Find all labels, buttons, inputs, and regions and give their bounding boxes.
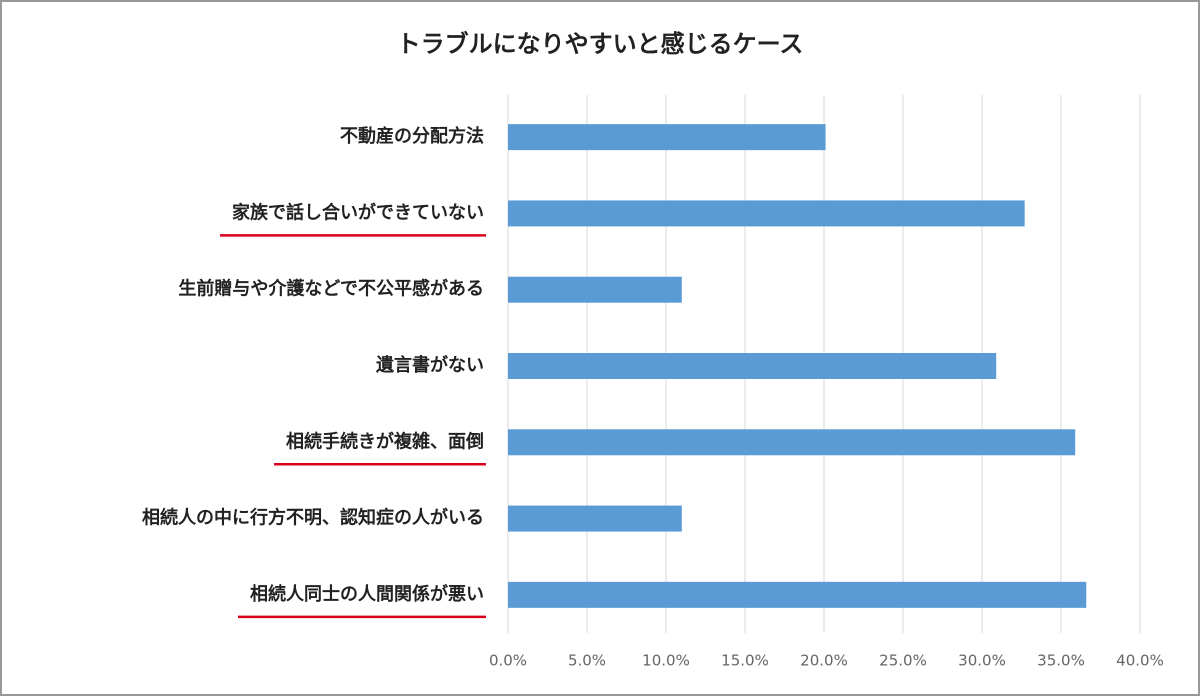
y-tick-label: 遺言書がない (376, 354, 484, 376)
x-tick-label: 25.0% (879, 652, 927, 670)
y-tick-label: 相続人の中に行方不明、認知症の人がいる (142, 507, 484, 529)
bar (508, 124, 826, 151)
x-tick-label: 0.0% (489, 652, 527, 670)
x-tick-label: 10.0% (642, 652, 690, 670)
y-tick-label: 生前贈与や介護などで不公平感がある (178, 278, 484, 300)
x-tick-label: 30.0% (958, 652, 1006, 670)
y-tick-label: 相続手続きが複雑、面倒 (286, 430, 484, 452)
x-tick-label: 5.0% (568, 652, 606, 670)
bar (508, 505, 682, 532)
bar (508, 429, 1076, 456)
bar (508, 353, 997, 379)
y-tick-label: 不動産の分配方法 (340, 125, 484, 147)
y-tick-label: 相続人同士の人間関係が悪い (250, 583, 484, 605)
bar (508, 200, 1025, 227)
bar (508, 581, 1087, 608)
x-tick-label: 20.0% (800, 652, 848, 670)
x-tick-label: 40.0% (1116, 652, 1164, 670)
bar (508, 276, 682, 303)
x-tick-label: 15.0% (721, 652, 769, 670)
y-tick-label: 家族で話し合いができていない (232, 201, 484, 223)
chart-title: トラブルになりやすいと感じるケース (397, 30, 804, 58)
x-tick-label: 35.0% (1037, 652, 1085, 670)
